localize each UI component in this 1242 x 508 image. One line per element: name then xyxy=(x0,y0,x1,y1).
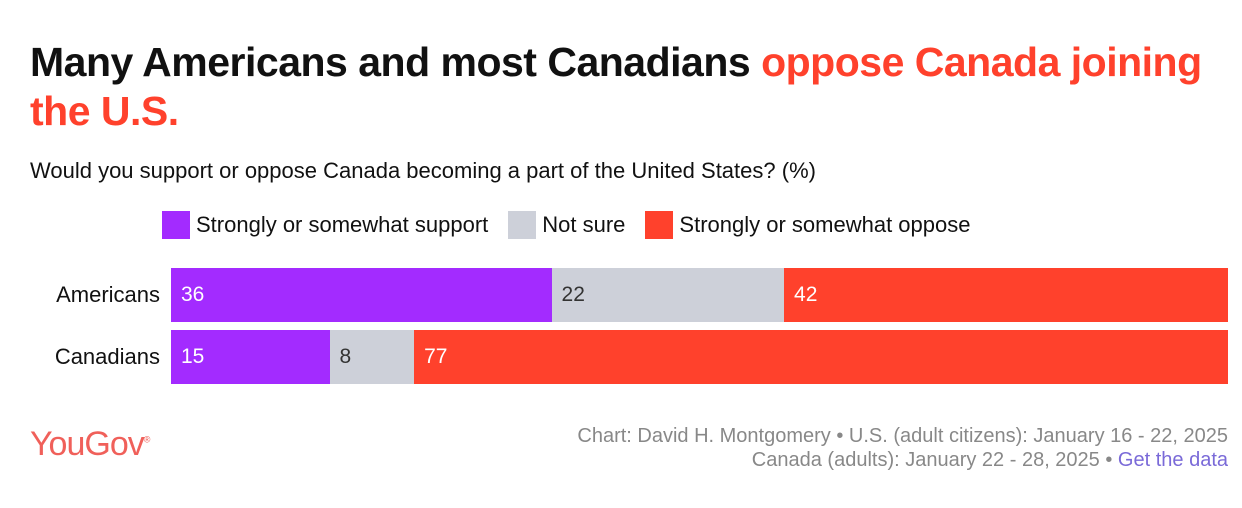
chart-title: Many Americans and most Canadians oppose… xyxy=(30,38,1230,136)
credit-line-1: Chart: David H. Montgomery • U.S. (adult… xyxy=(577,425,1228,447)
title-highlight: oppose Canada joining the U.S. xyxy=(30,39,1202,134)
legend-swatch xyxy=(508,211,537,239)
yougov-logo: YouGov® xyxy=(30,425,150,463)
credit-line-2: Canada (adults): January 22 - 28, 2025 • xyxy=(751,449,1118,471)
legend-label: Not sure xyxy=(542,212,626,237)
get-data-link[interactable]: Get the data xyxy=(1117,449,1228,471)
bar-segment: 42 xyxy=(784,268,1228,322)
legend-label: Strongly or somewhat support xyxy=(196,212,489,237)
chart-subtitle: Would you support or oppose Canada becom… xyxy=(30,158,816,183)
legend-label: Strongly or somewhat oppose xyxy=(679,212,971,237)
legend: Strongly or somewhat support Not sure Stro… xyxy=(162,211,970,239)
category-label: Canadians xyxy=(54,344,160,369)
legend-swatch xyxy=(645,211,674,239)
category-label: Americans xyxy=(56,282,160,307)
bar-segment: 15 xyxy=(171,330,330,384)
title-text: Many Americans and most Canadians xyxy=(30,39,762,85)
legend-swatch xyxy=(162,211,190,239)
legend-item: Strongly or somewhat oppose xyxy=(645,211,970,239)
bar-segment: 8 xyxy=(329,330,415,384)
bar-segment: 77 xyxy=(414,330,1228,384)
legend-item: Not sure xyxy=(508,211,625,239)
bar-segment: 36 xyxy=(171,268,552,322)
legend-item: Strongly or somewhat support xyxy=(162,211,488,239)
bar-segment: 22 xyxy=(551,268,785,322)
footer-credits: Chart: David H. Montgomery • U.S. (adult… xyxy=(577,424,1228,472)
